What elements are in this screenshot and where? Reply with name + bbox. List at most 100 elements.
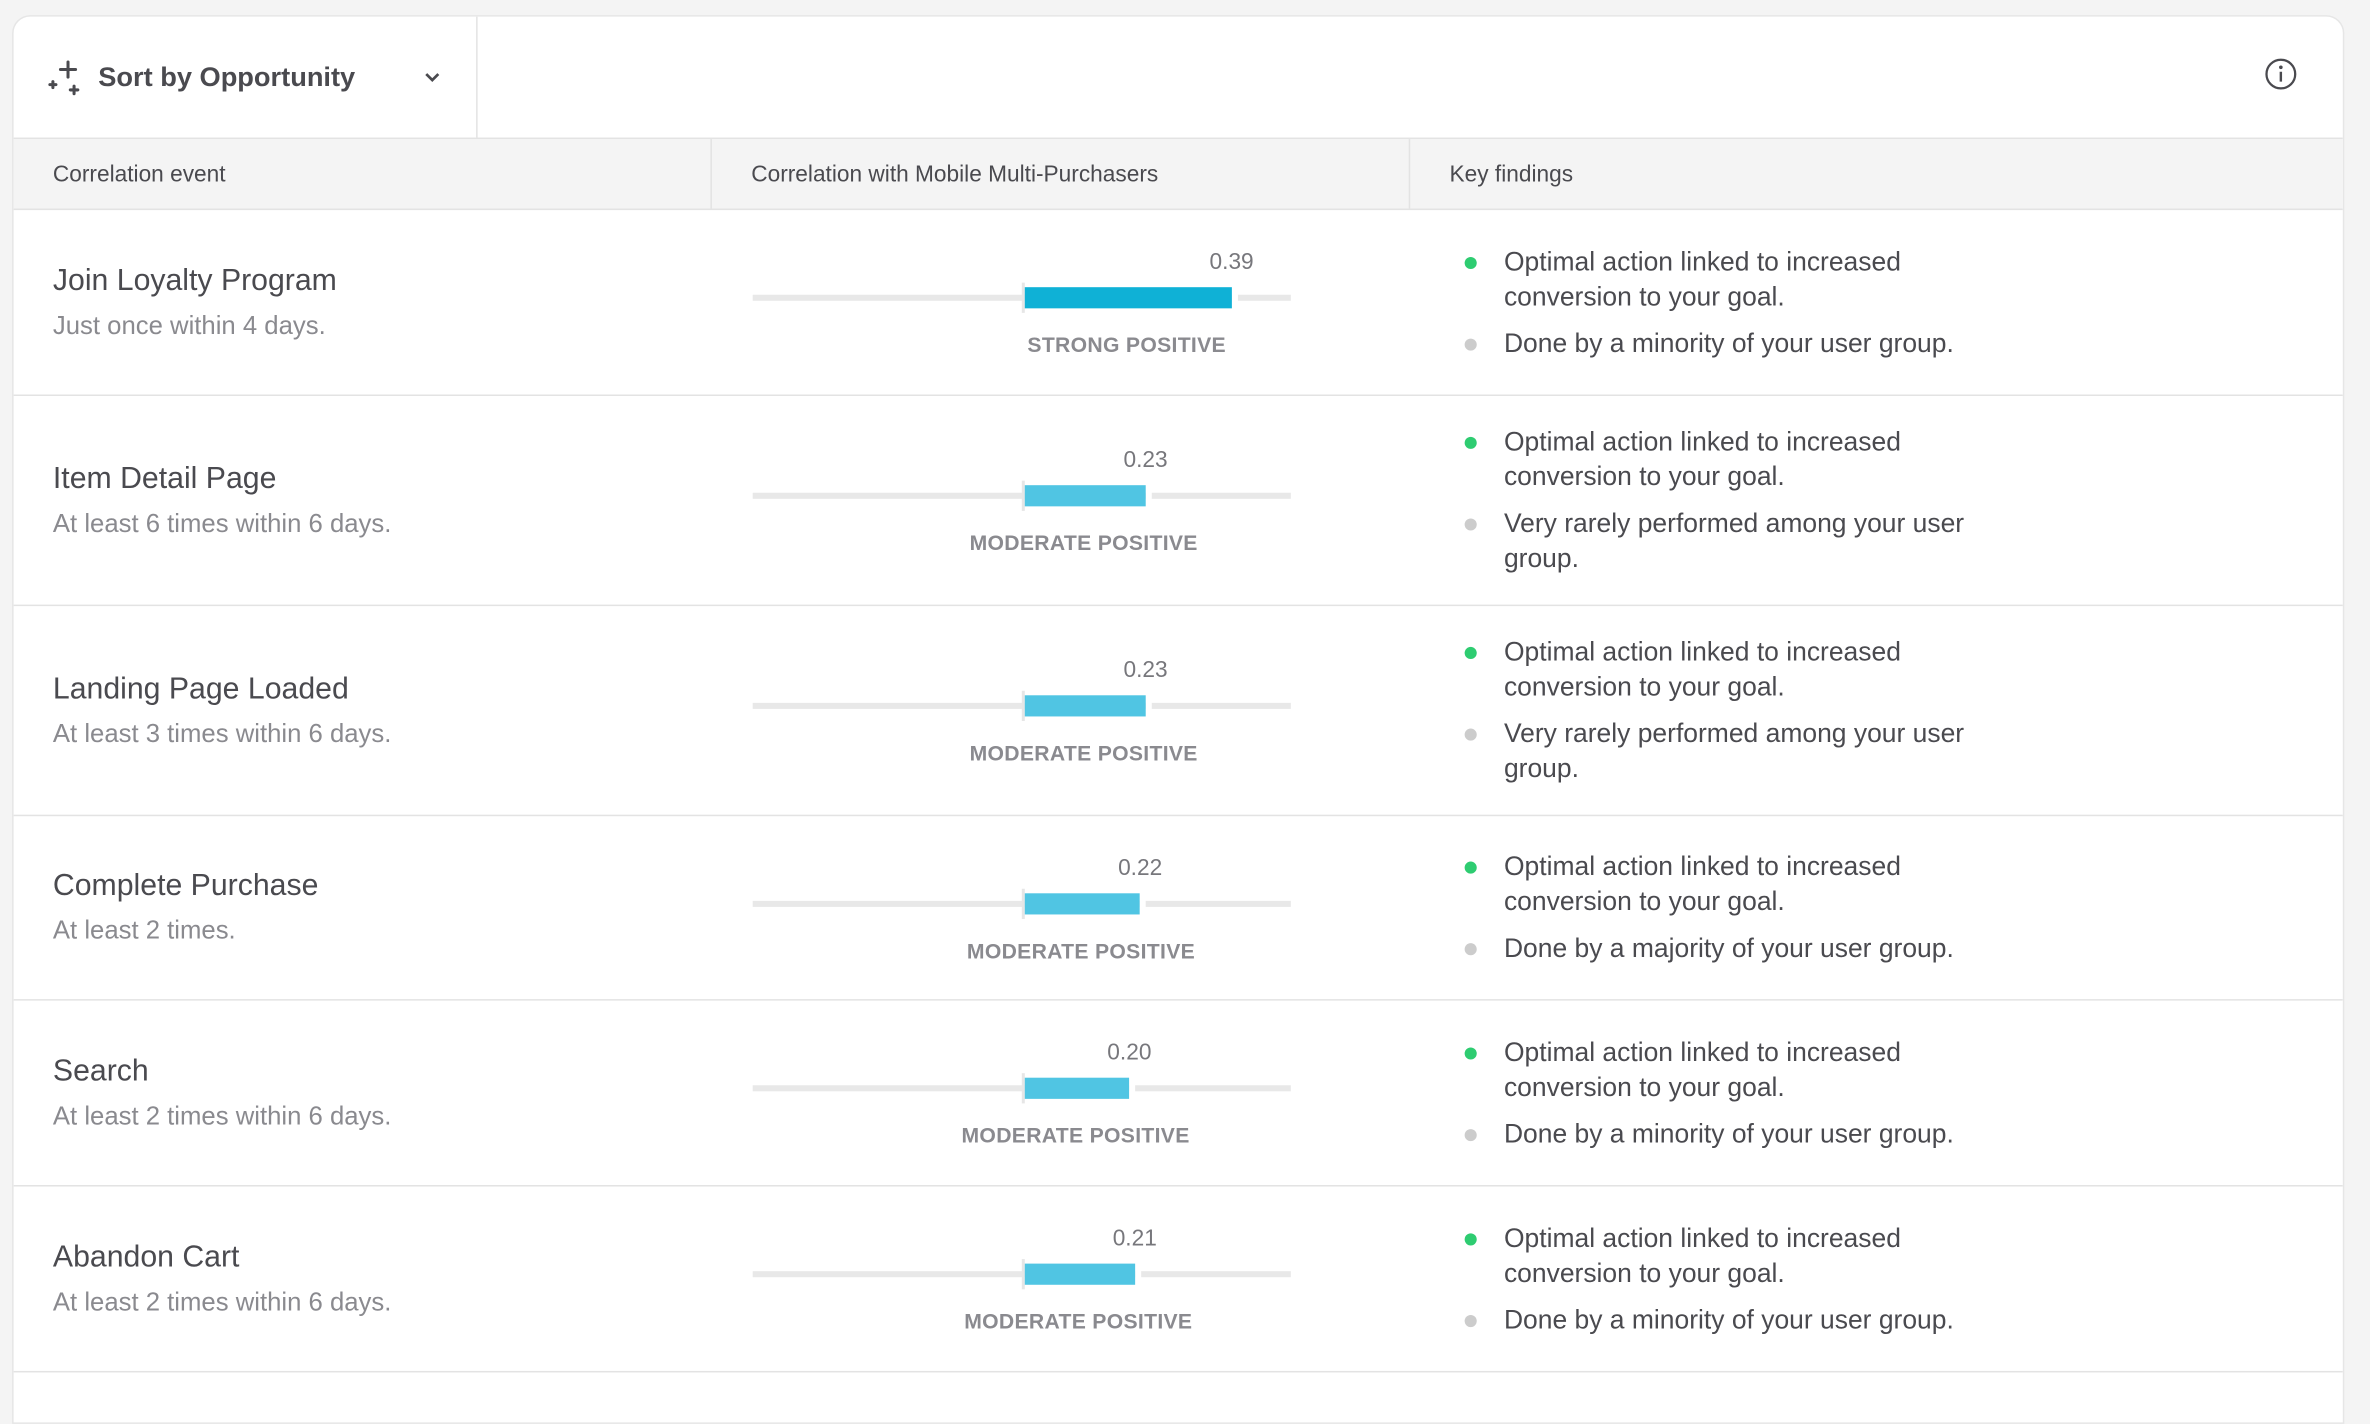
finding-text: Done by a minority of your user group. [1503, 1117, 1954, 1148]
findings-cell: Optimal action linked to increased conve… [1410, 210, 2343, 394]
event-name[interactable]: Item Detail Page [52, 461, 277, 496]
positive-dot-icon [1464, 1046, 1477, 1059]
findings-cell: Optimal action linked to increased conve… [1410, 606, 2343, 815]
event-condition: At least 6 times within 6 days. [52, 508, 392, 538]
correlation-strength: MODERATE POSITIVE [969, 740, 1198, 765]
finding-item: Done by a minority of your user group. [1464, 1116, 2343, 1151]
finding-item: Optimal action linked to increased conve… [1464, 244, 2343, 314]
correlation-value: 0.23 [1123, 657, 1168, 684]
event-condition: At least 2 times. [52, 915, 236, 945]
correlation-value: 0.22 [1118, 854, 1163, 881]
event-name[interactable]: Abandon Cart [52, 1240, 240, 1274]
event-name[interactable]: Search [52, 1054, 149, 1088]
finding-item: Optimal action linked to increased conve… [1464, 1035, 2343, 1105]
event-name[interactable]: Join Loyalty Program [52, 263, 337, 298]
event-cell: Abandon Cart At least 2 times within 6 d… [14, 1187, 712, 1371]
correlation-strength: MODERATE POSITIVE [966, 937, 1196, 963]
track-gap [1231, 291, 1238, 304]
positive-dot-icon [1464, 256, 1477, 269]
finding-text: Optimal action linked to increased conve… [1503, 636, 1901, 702]
correlation-value: 0.21 [1112, 1225, 1157, 1252]
table-row[interactable]: Landing Page Loaded At least 3 times wit… [13, 606, 2343, 817]
finding-text: Optimal action linked to increased conve… [1503, 1222, 1901, 1288]
correlation-strength: MODERATE POSITIVE [961, 1123, 1190, 1148]
correlation-bar [1024, 287, 1232, 309]
finding-item: Optimal action linked to increased conve… [1464, 635, 2343, 705]
correlation-cell: 0.39 STRONG POSITIVE [712, 210, 1410, 394]
track-gap [1145, 699, 1152, 712]
neutral-dot-icon [1464, 728, 1477, 741]
zero-tick [1021, 282, 1025, 313]
column-header-correlation[interactable]: Correlation with Mobile Multi-Purchasers [712, 139, 1411, 209]
finding-text: Optimal action linked to increased conve… [1503, 850, 1901, 916]
correlation-strength: MODERATE POSITIVE [964, 1308, 1193, 1334]
findings-cell: Optimal action linked to increased conve… [1410, 396, 2343, 605]
table-row[interactable]: Join Loyalty Program Just once within 4 … [13, 210, 2343, 397]
finding-text: Done by a minority of your user group. [1503, 1303, 1954, 1334]
event-cell: Item Detail Page At least 6 times within… [14, 396, 712, 605]
finding-text: Done by a majority of your user group. [1503, 932, 1954, 963]
table-row[interactable]: Item Detail Page At least 6 times within… [13, 396, 2343, 607]
positive-dot-icon [1464, 1232, 1477, 1245]
neutral-dot-icon [1464, 518, 1477, 531]
finding-text: Done by a minority of your user group. [1503, 327, 1954, 358]
correlation-value: 0.20 [1107, 1039, 1152, 1066]
column-header-findings[interactable]: Key findings [1449, 160, 1574, 187]
positive-dot-icon [1464, 861, 1477, 874]
table-body: Join Loyalty Program Just once within 4 … [13, 210, 2343, 1422]
event-name[interactable]: Landing Page Loaded [52, 671, 349, 706]
finding-item: Optimal action linked to increased conve… [1464, 1221, 2343, 1291]
correlation-cell: 0.23 MODERATE POSITIVE [712, 606, 1410, 815]
neutral-dot-icon [1464, 943, 1477, 956]
correlation-bar [1024, 892, 1141, 914]
track-gap [1129, 1082, 1136, 1095]
zero-tick [1021, 690, 1025, 721]
neutral-dot-icon [1464, 337, 1477, 350]
event-name[interactable]: Complete Purchase [52, 869, 319, 903]
table-row[interactable]: Complete Purchase At least 2 times. 0.22… [13, 816, 2343, 1001]
correlation-bar [1024, 1263, 1135, 1285]
neutral-dot-icon [1464, 1314, 1477, 1327]
finding-text: Very rarely performed among your user gr… [1503, 507, 1965, 573]
zero-tick [1021, 480, 1025, 511]
table-row[interactable]: Search At least 2 times within 6 days. 0… [13, 1001, 2343, 1187]
sort-dropdown[interactable]: Sort by Opportunity [14, 16, 478, 138]
event-cell: Join Loyalty Program Just once within 4 … [14, 210, 712, 394]
finding-text: Optimal action linked to increased conve… [1503, 245, 1901, 311]
table-row[interactable]: Abandon Cart At least 2 times within 6 d… [13, 1187, 2343, 1373]
finding-item: Optimal action linked to increased conve… [1464, 849, 2343, 919]
correlation-cell: 0.22 MODERATE POSITIVE [712, 816, 1410, 999]
positive-dot-icon [1464, 646, 1477, 660]
finding-item: Optimal action linked to increased conve… [1464, 425, 2343, 495]
event-condition: At least 3 times within 6 days. [52, 718, 392, 748]
correlation-strength: STRONG POSITIVE [1027, 332, 1226, 357]
event-condition: Just once within 4 days. [52, 310, 326, 340]
findings-cell: Optimal action linked to increased conve… [1410, 1187, 2343, 1371]
sparkle-icon [48, 60, 80, 96]
correlation-bar [1024, 695, 1146, 717]
table-row[interactable] [14, 1372, 2343, 1422]
chevron-down-icon [425, 73, 440, 83]
correlation-cell: 0.20 MODERATE POSITIVE [712, 1001, 1410, 1185]
correlation-cell: 0.21 MODERATE POSITIVE [712, 1187, 1410, 1371]
correlation-value: 0.39 [1209, 249, 1254, 276]
finding-item: Done by a minority of your user group. [1464, 326, 2343, 361]
finding-text: Optimal action linked to increased conve… [1503, 1036, 1901, 1102]
findings-cell: Optimal action linked to increased conve… [1410, 816, 2343, 999]
column-header-event[interactable]: Correlation event [14, 139, 712, 209]
finding-item: Very rarely performed among your user gr… [1464, 506, 2343, 576]
finding-item: Done by a majority of your user group. [1464, 931, 2343, 966]
neutral-dot-icon [1464, 1128, 1477, 1141]
correlation-cell: 0.23 MODERATE POSITIVE [712, 396, 1410, 605]
table-header: Correlation event Correlation with Mobil… [13, 139, 2343, 211]
correlation-bar [1024, 485, 1146, 507]
event-cell: Landing Page Loaded At least 3 times wit… [14, 606, 712, 815]
info-icon[interactable] [2264, 57, 2297, 90]
positive-dot-icon [1464, 436, 1477, 449]
correlation-value: 0.23 [1123, 447, 1168, 474]
findings-cell: Optimal action linked to increased conve… [1410, 1001, 2343, 1185]
event-condition: At least 2 times within 6 days. [52, 1101, 392, 1130]
event-condition: At least 2 times within 6 days. [52, 1287, 392, 1316]
toolbar: Sort by Opportunity [13, 16, 2343, 140]
correlation-strength: MODERATE POSITIVE [969, 530, 1198, 555]
